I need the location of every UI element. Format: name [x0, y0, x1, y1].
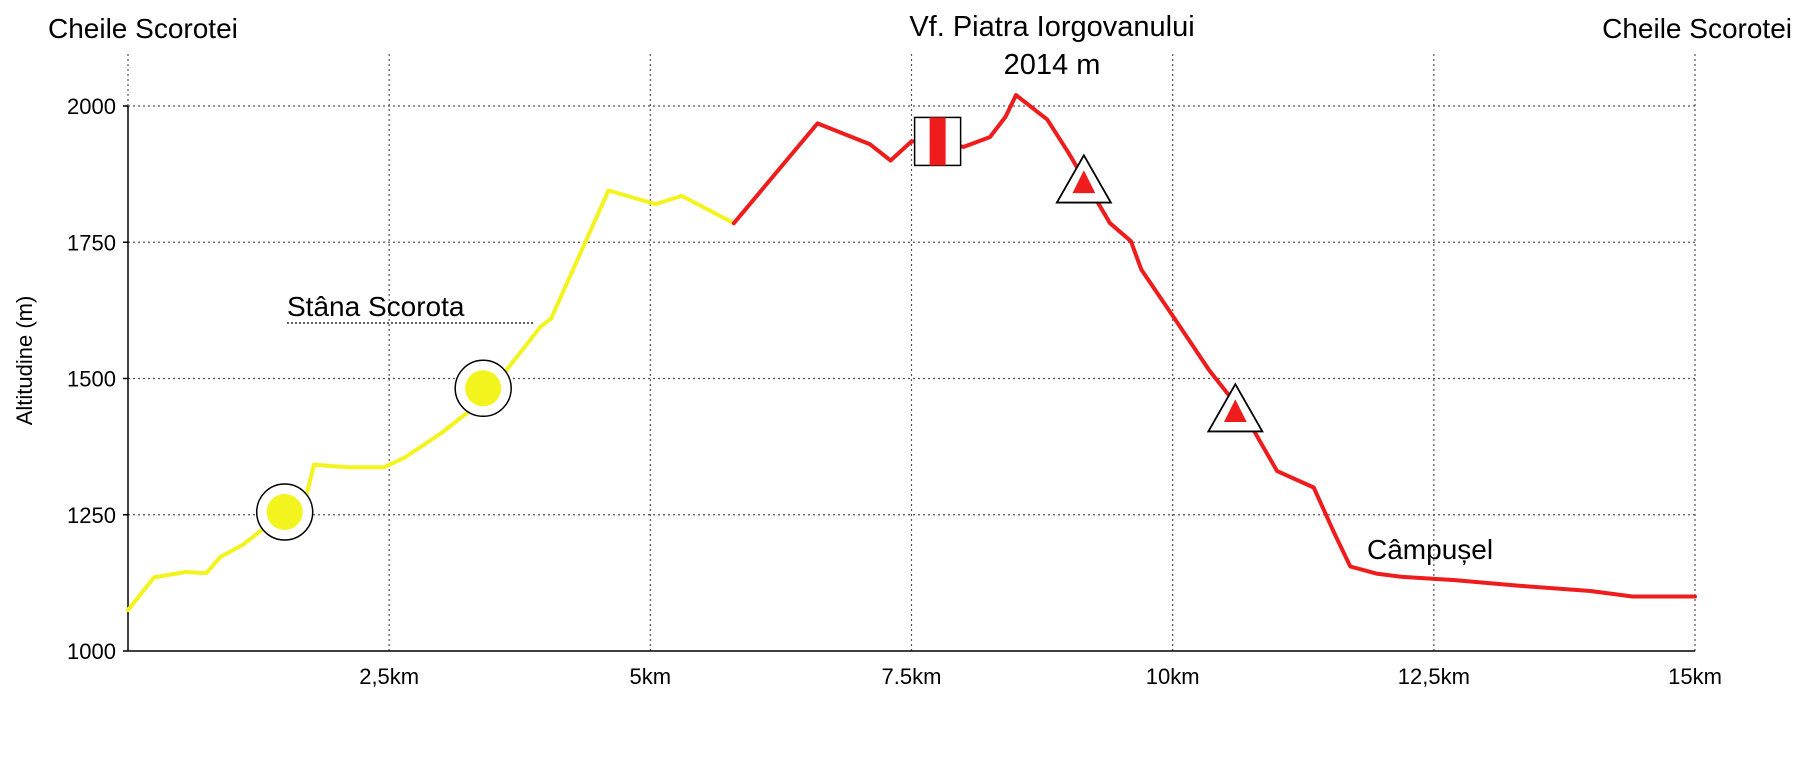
labels: 1000 1250 1500 1750 2000 2,5km 5km 7.5km 10km 12,…: [12, 11, 1792, 689]
series-line-yellow: [126, 188, 736, 613]
trail-marker-yellow-circle-icon: [465, 370, 502, 407]
trail-marker-red-stripe-icon: [929, 117, 946, 166]
grid: [127, 54, 1696, 651]
annotation-campusel: Câmpușel: [1367, 534, 1493, 565]
annotation-stana-scorota: Stâna Scorota: [287, 291, 465, 322]
y-tick-label: 1500: [67, 367, 116, 392]
x-tick-label: 10km: [1146, 664, 1200, 689]
markers: [255, 116, 1264, 541]
series: [126, 93, 1697, 613]
x-tick-label: 15km: [1668, 664, 1722, 689]
x-tick-label: 2,5km: [359, 664, 419, 689]
axes: [123, 105, 1695, 652]
trail-marker-red-triangle-icon: [1223, 399, 1247, 422]
x-tick-label: 12,5km: [1398, 664, 1470, 689]
trail-marker-red-triangle-icon: [1072, 170, 1096, 194]
y-tick-label: 2000: [67, 94, 116, 119]
trail-marker-yellow-circle-icon: [266, 494, 303, 531]
annotation-summit-altitude: 2014 m: [1004, 49, 1101, 81]
annotation-end-point: Cheile Scorotei: [1602, 13, 1792, 44]
y-axis-label: Altitudine (m): [12, 296, 37, 426]
y-tick-label: 1750: [67, 230, 116, 255]
y-tick-label: 1250: [67, 503, 116, 528]
series-line-red: [731, 93, 1697, 599]
x-tick-label: 7.5km: [882, 664, 942, 689]
annotation-summit-name: Vf. Piatra Iorgovanului: [909, 11, 1194, 43]
y-tick-label: 1000: [67, 639, 116, 664]
x-tick-label: 5km: [630, 664, 672, 689]
annotation-start-point: Cheile Scorotei: [48, 13, 238, 44]
